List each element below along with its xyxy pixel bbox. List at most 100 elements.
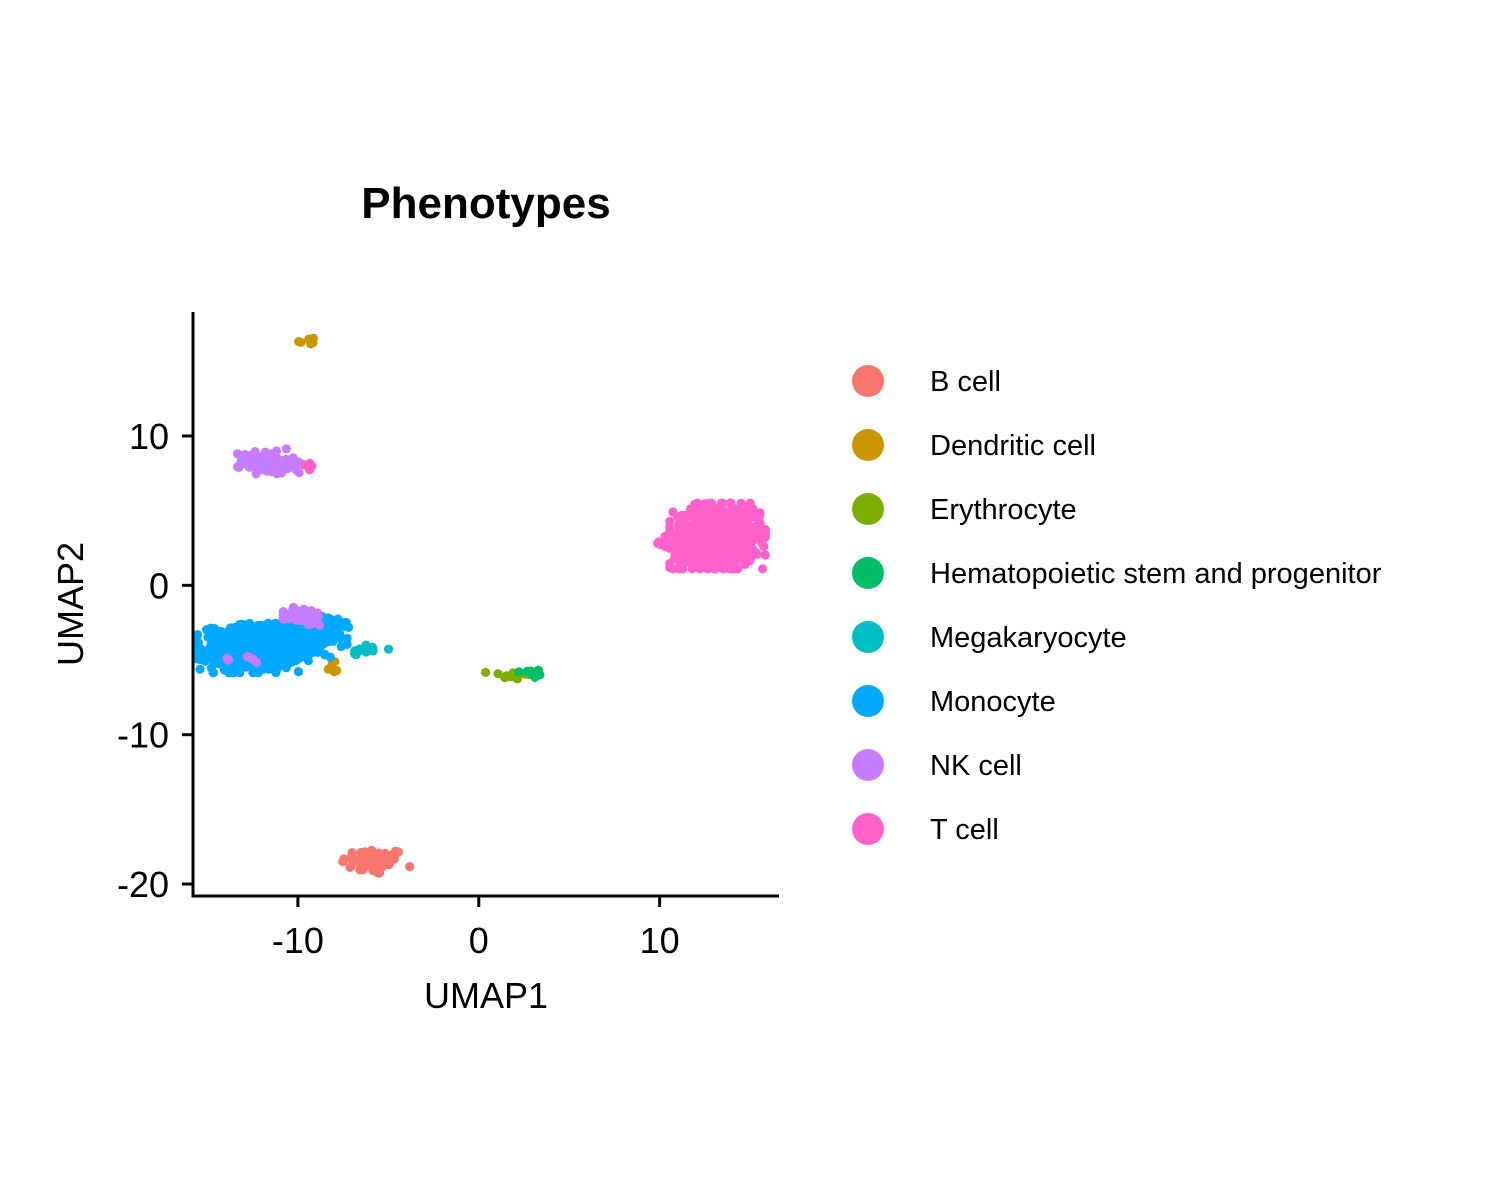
data-point	[356, 847, 366, 858]
data-point	[347, 848, 357, 858]
data-point	[303, 656, 313, 666]
data-point	[281, 444, 291, 454]
y-tick-label: -20	[117, 864, 169, 905]
data-point	[733, 521, 743, 531]
data-point	[687, 564, 697, 574]
legend-label: Erythrocyte	[930, 494, 1077, 526]
series-megakaryocyte	[350, 640, 394, 660]
data-point	[192, 653, 202, 663]
data-point	[235, 668, 245, 678]
data-point	[305, 646, 315, 656]
data-point	[727, 548, 737, 559]
data-point	[293, 667, 303, 677]
legend-item-t-cell: T cell	[852, 813, 999, 846]
data-point	[275, 625, 286, 635]
legend-swatch	[852, 813, 884, 845]
data-point	[668, 507, 678, 517]
legend-label: B cell	[930, 366, 1001, 398]
x-tick-label: 0	[469, 920, 489, 961]
data-point	[289, 638, 299, 648]
data-point	[257, 650, 267, 660]
data-point	[278, 614, 288, 624]
legend-swatch	[852, 493, 884, 525]
data-point	[270, 449, 280, 459]
data-point	[293, 461, 303, 472]
data-point	[295, 615, 305, 626]
legend-swatch	[852, 685, 884, 717]
points-layer	[192, 333, 770, 878]
legend-label: Hematopoietic stem and progenitor	[930, 558, 1382, 590]
data-point	[220, 644, 230, 654]
data-point	[244, 451, 254, 461]
data-point	[679, 542, 689, 552]
legend: B cell Dendritic cell Erythrocyte Hematopoi…	[852, 365, 1382, 846]
data-point	[725, 530, 735, 540]
data-point	[282, 641, 292, 651]
data-point	[389, 854, 399, 864]
data-point	[481, 667, 491, 678]
data-point	[243, 661, 253, 671]
data-point	[663, 532, 673, 542]
data-point	[727, 512, 737, 522]
data-point	[326, 619, 336, 629]
data-point	[334, 617, 344, 628]
data-point	[294, 337, 304, 347]
data-point	[534, 665, 544, 676]
ticks-layer: -10 0 10 -20 -10 0 10	[117, 416, 680, 961]
data-point	[255, 638, 265, 648]
chart-title: Phenotypes	[361, 179, 610, 228]
legend-item-erythrocyte: Erythrocyte	[852, 493, 1077, 526]
data-point	[312, 647, 322, 658]
legend-label: Monocyte	[930, 686, 1056, 718]
data-point	[681, 521, 691, 531]
y-tick-label: 10	[129, 416, 169, 457]
y-tick-label: 0	[149, 565, 169, 606]
data-point	[253, 668, 263, 678]
legend-swatch	[852, 621, 884, 653]
data-point	[717, 511, 727, 521]
data-point	[740, 506, 751, 516]
legend-item-dendritic-cell: Dendritic cell	[852, 429, 1096, 462]
data-point	[748, 504, 758, 514]
data-point	[514, 667, 524, 677]
data-point	[493, 669, 503, 679]
data-point	[232, 449, 243, 459]
data-point	[223, 655, 234, 665]
data-point	[501, 671, 511, 681]
data-point	[737, 533, 748, 543]
data-point	[405, 862, 415, 872]
data-point	[717, 498, 727, 508]
legend-label: NK cell	[930, 750, 1022, 782]
series-monocyte	[192, 610, 354, 678]
data-point	[704, 513, 714, 523]
data-point	[323, 629, 333, 640]
data-point	[230, 648, 240, 659]
legend-swatch	[852, 749, 884, 781]
data-point	[654, 537, 664, 547]
data-point	[677, 510, 687, 520]
series-t-cell	[300, 458, 770, 574]
data-point	[292, 648, 302, 658]
data-point	[313, 608, 323, 618]
data-point	[271, 668, 281, 678]
data-point	[267, 652, 277, 662]
data-point	[242, 641, 252, 651]
data-point	[278, 607, 288, 617]
data-point	[740, 525, 751, 535]
legend-item-megakaryocyte: Megakaryocyte	[852, 621, 1127, 654]
data-point	[202, 625, 212, 635]
data-point	[382, 859, 392, 869]
data-point	[193, 630, 203, 640]
data-point	[196, 644, 206, 654]
data-point	[758, 564, 768, 574]
legend-swatch	[852, 557, 884, 589]
data-point	[307, 619, 317, 629]
data-point	[711, 550, 721, 560]
data-point	[367, 845, 377, 855]
data-point	[361, 647, 371, 657]
data-point	[674, 557, 685, 567]
legend-swatch	[852, 365, 884, 397]
data-point	[292, 655, 302, 665]
